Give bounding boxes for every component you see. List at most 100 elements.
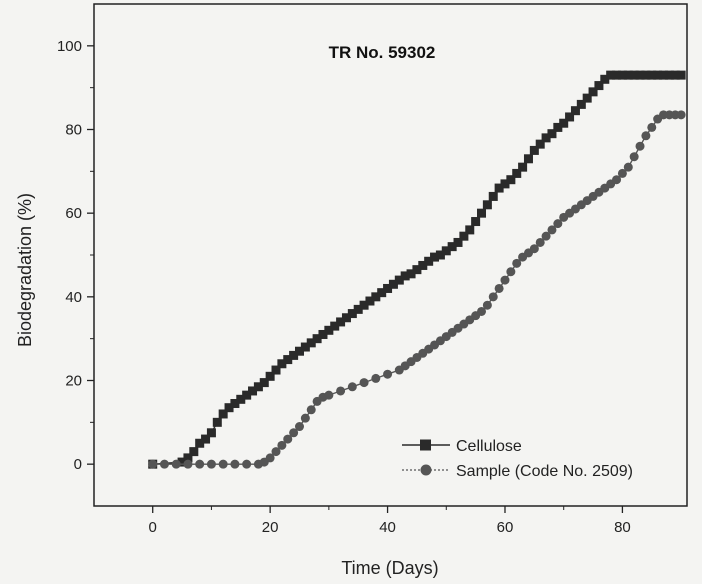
- sample-point: [148, 459, 158, 469]
- cellulose-point: [224, 403, 234, 413]
- cellulose-point: [330, 321, 340, 331]
- cellulose-point: [500, 179, 510, 189]
- sample-point: [635, 141, 645, 151]
- sample-point: [283, 434, 293, 444]
- sample-point: [242, 459, 252, 469]
- cellulose-point: [359, 300, 369, 310]
- cellulose-point: [377, 288, 387, 298]
- sample-point: [553, 219, 563, 229]
- cellulose-point: [318, 329, 328, 339]
- sample-point: [547, 225, 557, 235]
- cellulose-point: [189, 447, 199, 457]
- cellulose-point: [400, 271, 410, 281]
- cellulose-point: [471, 217, 481, 227]
- cellulose-point: [206, 428, 216, 438]
- cellulose-point: [430, 252, 440, 262]
- cellulose-point: [212, 417, 222, 427]
- cellulose-point: [518, 162, 528, 172]
- legend-label-cellulose: Cellulose: [456, 438, 522, 455]
- sample-point: [488, 292, 498, 302]
- cellulose-point: [459, 231, 469, 241]
- cellulose-point: [576, 99, 586, 109]
- cellulose-point: [312, 334, 322, 344]
- sample-point: [494, 283, 504, 293]
- cellulose-point: [177, 457, 187, 467]
- x-axis-label: Time (Days): [341, 558, 438, 578]
- cellulose-point: [265, 371, 275, 381]
- x-tick-label: 60: [497, 519, 514, 536]
- cellulose-point: [418, 260, 428, 270]
- cellulose-point: [506, 175, 516, 185]
- sample-point: [171, 459, 181, 469]
- cellulose-point: [588, 87, 598, 97]
- x-tick-label: 20: [262, 519, 279, 536]
- cellulose-point: [553, 122, 563, 132]
- sample-point: [482, 300, 492, 310]
- cellulose-point: [383, 283, 393, 293]
- cellulose-point: [465, 225, 475, 235]
- cellulose-point: [394, 275, 404, 285]
- cellulose-point: [594, 81, 604, 91]
- sample-point: [512, 258, 522, 268]
- cellulose-point: [218, 409, 228, 419]
- y-axis-label: Biodegradation (%): [15, 193, 35, 347]
- legend-label-sample: Sample (Code No. 2509): [456, 463, 633, 480]
- cellulose-point: [541, 133, 551, 143]
- cellulose-point: [535, 139, 545, 149]
- cellulose-point: [324, 325, 334, 335]
- cellulose-point: [453, 237, 463, 247]
- cellulose-point: [482, 200, 492, 210]
- cellulose-point: [582, 93, 592, 103]
- cellulose-point: [365, 296, 375, 306]
- sample-point: [371, 373, 381, 383]
- sample-point: [218, 459, 228, 469]
- cellulose-point: [230, 399, 240, 409]
- cellulose-point: [565, 112, 575, 122]
- sample-point: [641, 131, 651, 141]
- cellulose-point: [253, 382, 263, 392]
- cellulose-point: [600, 74, 610, 84]
- cellulose-point: [547, 129, 557, 139]
- legend-marker-cellulose: [420, 439, 431, 451]
- axis-ticks: 0 20 40 60 80 0 20 40 60 80 100: [57, 38, 631, 536]
- sample-point: [676, 110, 686, 120]
- cellulose-point: [512, 168, 522, 178]
- cellulose-point: [195, 438, 205, 448]
- sample-point: [324, 390, 334, 400]
- cellulose-point: [635, 70, 645, 80]
- cellulose-point: [670, 70, 680, 80]
- y-tick-label: 100: [57, 38, 82, 55]
- chart-title: TR No. 59302: [329, 43, 436, 62]
- cellulose-point: [606, 70, 616, 80]
- y-tick-label: 60: [65, 205, 82, 222]
- cellulose-point: [653, 70, 663, 80]
- sample-point: [336, 386, 346, 396]
- sample-point: [277, 440, 287, 450]
- sample-point: [359, 378, 369, 388]
- sample-point: [647, 122, 657, 132]
- cellulose-point: [529, 145, 539, 155]
- sample-point: [230, 459, 240, 469]
- cellulose-point: [447, 242, 457, 252]
- sample-point: [271, 447, 281, 457]
- cellulose-point: [570, 106, 580, 116]
- cellulose-point: [277, 359, 287, 369]
- cellulose-point: [676, 70, 686, 80]
- series-layer: [148, 70, 686, 469]
- sample-point: [300, 413, 310, 423]
- cellulose-point: [523, 154, 533, 164]
- cellulose-point: [612, 70, 622, 80]
- x-tick-label: 80: [614, 519, 631, 536]
- cellulose-point: [242, 390, 252, 400]
- sample-point: [159, 459, 169, 469]
- sample-point: [347, 382, 357, 392]
- sample-point: [294, 422, 304, 432]
- x-tick-label: 40: [379, 519, 396, 536]
- y-tick-label: 0: [74, 456, 82, 473]
- sample-point: [612, 175, 622, 185]
- cellulose-point: [388, 279, 398, 289]
- cellulose-point: [283, 355, 293, 365]
- cellulose-point: [424, 256, 434, 266]
- sample-point: [535, 237, 545, 247]
